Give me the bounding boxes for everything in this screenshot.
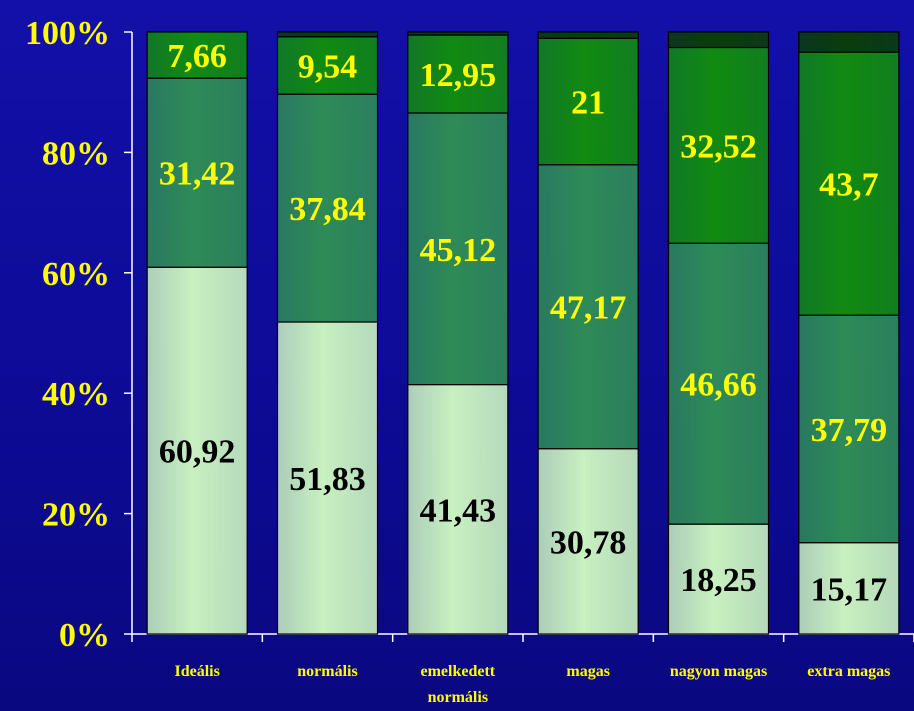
x-category-label: normális bbox=[297, 663, 357, 680]
data-label: 47,17 bbox=[550, 290, 627, 327]
bar-segment bbox=[276, 31, 379, 38]
y-tick-label: 20% bbox=[42, 497, 110, 534]
x-category-label: extra magas bbox=[807, 663, 890, 680]
bars-group bbox=[146, 31, 900, 635]
data-label: 12,95 bbox=[420, 57, 497, 94]
segment-labels-group: 60,92 31,42 7,66 51,83 37,84 9,54 41,43 45,12 12… bbox=[159, 38, 887, 608]
data-label: 45,12 bbox=[420, 232, 497, 269]
bar-segment bbox=[537, 31, 639, 39]
bar-segment bbox=[146, 266, 248, 635]
bar-segment bbox=[276, 36, 379, 95]
data-label: 15,17 bbox=[811, 571, 888, 608]
bar-segment bbox=[537, 164, 639, 450]
bar-segment bbox=[667, 523, 770, 635]
bar-segment bbox=[146, 77, 248, 268]
bar-segment bbox=[798, 314, 900, 544]
y-tick-label: 80% bbox=[42, 135, 110, 172]
y-tick-label: 0% bbox=[59, 617, 110, 654]
bar-segment bbox=[537, 448, 639, 635]
bar-segment bbox=[276, 321, 379, 635]
data-label: 51,83 bbox=[289, 461, 366, 498]
bar-segment bbox=[407, 34, 509, 114]
y-axis-group: 0% 20% 40% 60% 80% 100% bbox=[25, 15, 914, 654]
bar-segment bbox=[798, 31, 900, 53]
y-tick-label: 60% bbox=[42, 256, 110, 293]
data-label: 32,52 bbox=[680, 128, 757, 165]
bar-segment bbox=[407, 112, 509, 386]
data-label: 41,43 bbox=[420, 492, 497, 529]
x-category-label: emelkedett normális bbox=[421, 663, 496, 706]
bar-segment bbox=[276, 93, 379, 323]
x-category-label: magas bbox=[566, 663, 610, 680]
x-category-label: nagyon magas bbox=[670, 663, 767, 680]
data-label: 37,84 bbox=[289, 191, 366, 228]
bar-segment bbox=[667, 242, 770, 525]
bar-segment bbox=[407, 31, 509, 36]
data-label: 31,42 bbox=[159, 156, 236, 193]
data-label: 60,92 bbox=[159, 434, 236, 471]
y-tick-label: 100% bbox=[25, 15, 110, 52]
data-label: 18,25 bbox=[680, 562, 757, 599]
data-label: 43,7 bbox=[819, 167, 879, 204]
data-label: 9,54 bbox=[298, 48, 358, 85]
x-category-label: Ideális bbox=[174, 663, 219, 680]
x-axis-labels-group: Ideális normális emelkedett normális magas na… bbox=[174, 663, 890, 706]
data-label: 30,78 bbox=[550, 524, 627, 561]
data-label: 46,66 bbox=[680, 367, 757, 404]
data-label: 21 bbox=[571, 85, 605, 122]
data-label: 7,66 bbox=[167, 38, 227, 75]
data-label: 37,79 bbox=[811, 412, 888, 449]
bar-segment bbox=[667, 46, 770, 244]
bar-segment bbox=[146, 31, 248, 79]
bar-segment bbox=[407, 383, 509, 635]
bar-segment bbox=[798, 542, 900, 635]
bar-segment bbox=[667, 31, 770, 49]
y-tick-label: 40% bbox=[42, 376, 110, 413]
